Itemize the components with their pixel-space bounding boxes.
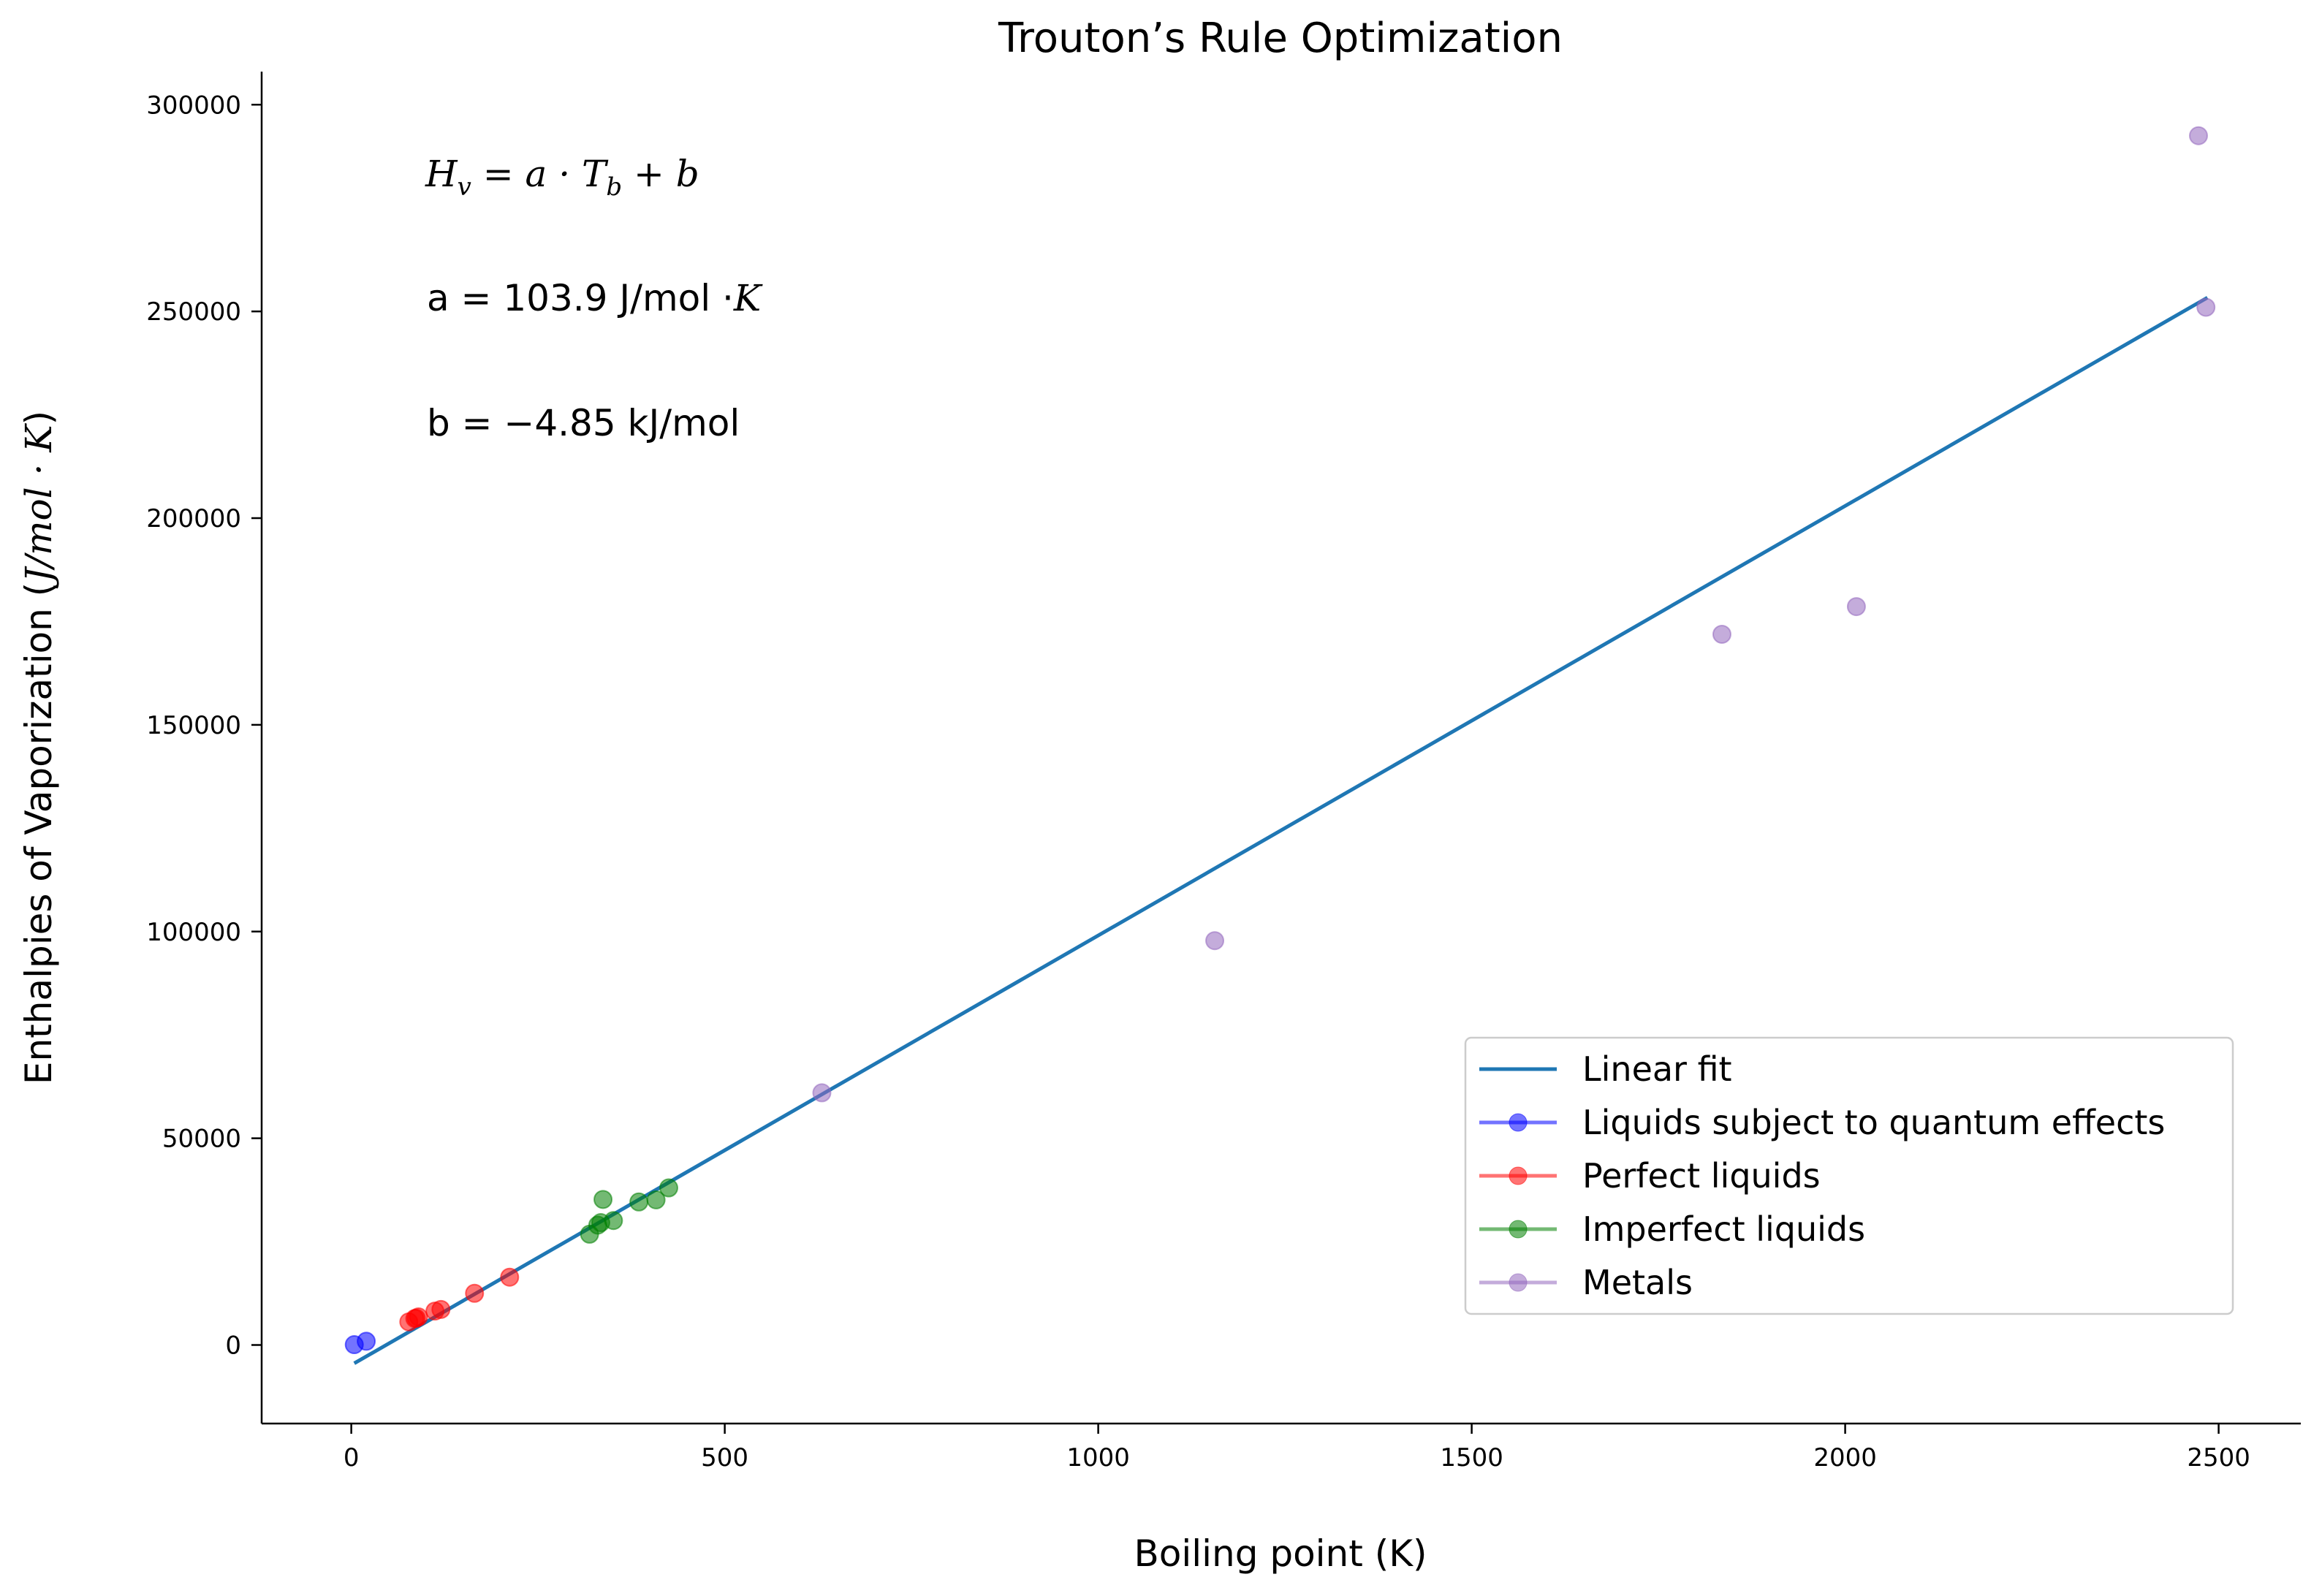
equation-rhs: = a · T <box>471 153 609 195</box>
x-tick-label: 1500 <box>1440 1443 1503 1472</box>
x-tick-label: 500 <box>701 1443 748 1472</box>
y-axis-title-close: ) <box>18 411 60 425</box>
y-tick-label: 250000 <box>146 297 241 327</box>
x-tick-label: 2500 <box>2187 1443 2250 1472</box>
data-point <box>409 1307 428 1327</box>
series-2 <box>580 1178 678 1244</box>
legend-label: Metals <box>1582 1263 1693 1302</box>
x-tick-label: 1000 <box>1066 1443 1130 1472</box>
equation-lhs: H <box>425 153 458 195</box>
data-point <box>357 1331 376 1351</box>
data-point <box>646 1190 666 1209</box>
x-ticks: 0 500 1000 1500 2000 2500 <box>344 1424 2250 1472</box>
x-axis-title: Boiling point (K) <box>1134 1532 1427 1575</box>
legend-entry: Perfect liquids <box>1479 1156 1821 1196</box>
x-tick-label: 2000 <box>1813 1443 1877 1472</box>
series-1 <box>399 1267 520 1331</box>
data-point <box>2196 297 2216 317</box>
y-axis-title-unit: J/mol · K <box>18 423 60 589</box>
y-axis-title-text: Enthalpies of Vaporization ( <box>18 582 60 1084</box>
legend-label: Linear fit <box>1582 1049 1732 1089</box>
y-tick-label: 300000 <box>146 91 241 120</box>
data-point <box>1846 597 1866 617</box>
equation-sub: v <box>458 172 471 202</box>
legend-box <box>1464 1036 2234 1315</box>
equation-annotation: Hv = a · Tb + b <box>425 153 699 202</box>
legend-entry: Linear fit <box>1479 1049 1732 1089</box>
data-point <box>604 1211 623 1231</box>
data-point <box>1205 931 1225 951</box>
legend-marker <box>1509 1220 1528 1239</box>
legend: Linear fit Liquids subject to quantum eff… <box>1464 1036 2234 1315</box>
y-tick-label: 50000 <box>162 1125 241 1154</box>
series-3 <box>812 126 2216 1103</box>
legend-entry: Imperfect liquids <box>1479 1209 1865 1249</box>
x-tick-label: 0 <box>344 1443 360 1472</box>
data-point <box>659 1178 678 1198</box>
slope-annotation: a = 103.9 J/mol ·K <box>427 277 763 319</box>
legend-label: Liquids subject to quantum effects <box>1582 1103 2165 1142</box>
series-0 <box>344 1331 376 1355</box>
equation-sub2: b <box>606 172 622 202</box>
slope-text: a = 103.9 J/mol · <box>427 277 734 319</box>
data-point <box>812 1083 832 1103</box>
y-tick-label: 200000 <box>146 504 241 533</box>
legend-entry: Metals <box>1479 1263 1693 1302</box>
points-layer <box>344 126 2216 1355</box>
legend-marker <box>1509 1113 1528 1132</box>
y-ticks: 0 50000 100000 150000 200000 250000 300000 <box>146 91 262 1361</box>
data-point <box>431 1299 451 1319</box>
equation-tail: + b <box>622 153 699 195</box>
y-tick-label: 100000 <box>146 918 241 947</box>
intercept-annotation: b = −4.85 kJ/mol <box>427 402 740 444</box>
data-point <box>629 1192 649 1212</box>
chart-title: Trouton’s Rule Optimization <box>998 15 1563 62</box>
legend-entry: Liquids subject to quantum effects <box>1479 1103 2165 1142</box>
y-axis-title: Enthalpies of Vaporization (J/mol · K) <box>18 411 60 1084</box>
legend-marker <box>1509 1273 1528 1292</box>
y-tick-label: 0 <box>225 1331 241 1361</box>
data-point <box>465 1283 485 1303</box>
y-tick-label: 150000 <box>146 711 241 740</box>
legend-label: Perfect liquids <box>1582 1156 1821 1196</box>
legend-entries: Linear fit Liquids subject to quantum eff… <box>1479 1049 2165 1302</box>
data-point <box>1712 624 1731 644</box>
data-point <box>2188 126 2208 145</box>
legend-marker <box>1509 1166 1528 1185</box>
legend-label: Imperfect liquids <box>1582 1209 1865 1249</box>
data-point <box>500 1267 520 1287</box>
slope-unit: K <box>733 277 763 319</box>
data-point <box>593 1190 613 1209</box>
